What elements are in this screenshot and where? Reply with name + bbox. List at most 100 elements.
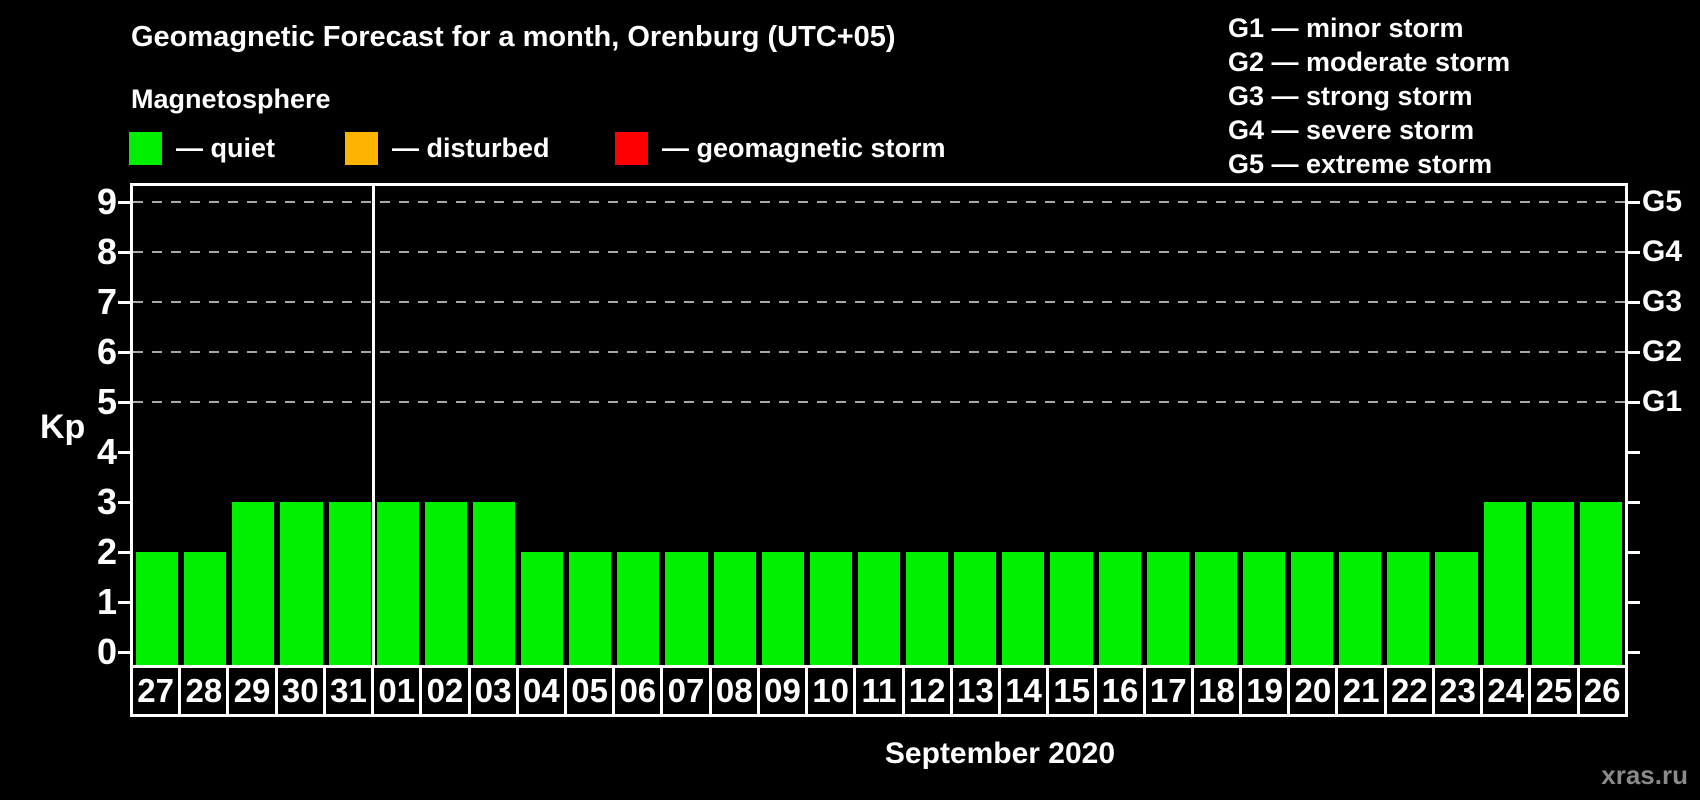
g-axis-label-g3: G3 xyxy=(1642,285,1683,318)
right-tick-8 xyxy=(1628,251,1640,254)
g-axis-label-g1: G1 xyxy=(1642,385,1683,418)
date-cell-24: 24 xyxy=(1480,665,1532,717)
y-tick-label-2: 2 xyxy=(96,531,117,572)
gridline-kp6 xyxy=(133,351,1625,353)
gridline-kp8 xyxy=(133,251,1625,253)
left-tick-1 xyxy=(118,601,130,604)
date-cell-02: 02 xyxy=(419,665,471,717)
date-cell-27: 27 xyxy=(130,665,182,717)
gridline-kp7 xyxy=(133,301,1625,303)
y-tick-label-5: 5 xyxy=(96,381,117,422)
g1-legend-line: G1 — minor storm xyxy=(1228,13,1464,43)
kp-bar-day-20 xyxy=(1291,552,1334,665)
left-tick-4 xyxy=(118,451,130,454)
gridline-kp9 xyxy=(133,201,1625,203)
right-tick-3 xyxy=(1628,501,1640,504)
date-cell-29: 29 xyxy=(226,665,278,717)
kp-bar-day-07 xyxy=(665,552,708,665)
g-axis-label-g2: G2 xyxy=(1642,335,1683,368)
date-cell-17: 17 xyxy=(1142,665,1194,717)
kp-bar-day-09 xyxy=(761,552,804,665)
kp-bar-day-14 xyxy=(1002,552,1045,665)
kp-bar-day-30 xyxy=(280,502,323,665)
date-cell-06: 06 xyxy=(612,665,664,717)
kp-bar-day-03 xyxy=(472,502,516,665)
date-cell-19: 19 xyxy=(1239,665,1291,717)
right-tick-1 xyxy=(1628,601,1640,604)
date-cell-03: 03 xyxy=(467,665,519,717)
date-cell-23: 23 xyxy=(1431,665,1484,717)
kp-bar-day-17 xyxy=(1146,552,1189,665)
g2-legend-line: G2 — moderate storm xyxy=(1228,47,1511,77)
date-cell-18: 18 xyxy=(1190,665,1243,717)
kp-bar-day-15 xyxy=(1050,552,1093,665)
legend-item-disturbed: — disturbed xyxy=(345,130,550,166)
g-axis-label-g4: G4 xyxy=(1642,235,1683,268)
kp-bar-day-04 xyxy=(521,552,564,665)
date-cell-15: 15 xyxy=(1046,665,1098,717)
date-cell-01: 01 xyxy=(371,665,423,717)
kp-bar-day-08 xyxy=(713,552,756,665)
date-cell-30: 30 xyxy=(274,665,326,717)
left-tick-2 xyxy=(118,551,130,554)
g-axis-label-g5: G5 xyxy=(1642,185,1683,218)
disturbed-color-swatch xyxy=(345,131,378,165)
left-tick-8 xyxy=(118,251,130,254)
date-cell-20: 20 xyxy=(1287,665,1339,717)
quiet-label: — quiet xyxy=(176,132,275,163)
kp-bar-day-10 xyxy=(809,552,852,665)
date-cell-21: 21 xyxy=(1335,665,1387,717)
date-cell-14: 14 xyxy=(997,665,1050,717)
left-tick-0 xyxy=(118,651,130,654)
kp-bar-day-21 xyxy=(1339,552,1382,665)
right-tick-2 xyxy=(1628,551,1640,554)
date-cell-22: 22 xyxy=(1383,665,1435,717)
y-tick-label-9: 9 xyxy=(96,181,117,222)
date-axis: 27 28 29 30 31 01 02 03 04 05 06 07 08 09 10 11 12 13 14 15… xyxy=(130,665,1628,717)
kp-bar-day-16 xyxy=(1098,552,1141,665)
y-axis-title: Kp xyxy=(40,408,86,446)
y-tick-label-6: 6 xyxy=(96,331,117,372)
kp-bar-day-29 xyxy=(232,502,275,665)
kp-bar-day-25 xyxy=(1531,502,1574,665)
date-cell-26: 26 xyxy=(1576,665,1628,717)
date-cell-25: 25 xyxy=(1528,665,1580,717)
date-cell-08: 08 xyxy=(708,665,760,717)
date-cell-07: 07 xyxy=(660,665,712,717)
g-scale-legend: G1 — minor storm G2 — moderate storm G3 … xyxy=(1228,11,1510,181)
kp-bar-day-31 xyxy=(328,502,371,665)
right-tick-4 xyxy=(1628,451,1640,454)
plot-area xyxy=(130,183,1628,668)
kp-bar-day-01 xyxy=(376,502,419,665)
storm-color-swatch xyxy=(615,131,648,165)
chart-title: Geomagnetic Forecast for a month, Orenbu… xyxy=(131,21,896,53)
left-tick-6 xyxy=(118,351,130,354)
watermark: xras.ru xyxy=(1601,760,1688,790)
date-cell-10: 10 xyxy=(805,665,857,717)
g4-legend-line: G4 — severe storm xyxy=(1228,115,1475,145)
g3-legend-line: G3 — strong storm xyxy=(1228,81,1473,111)
kp-bar-day-05 xyxy=(569,552,612,665)
y-tick-label-8: 8 xyxy=(96,231,117,272)
kp-bar-day-19 xyxy=(1242,552,1286,665)
kp-bar-day-13 xyxy=(954,552,997,665)
right-tick-6 xyxy=(1628,351,1640,354)
kp-bar-day-27 xyxy=(136,552,179,665)
kp-bar-day-18 xyxy=(1194,552,1237,665)
kp-bar-day-23 xyxy=(1435,552,1478,665)
kp-bar-day-02 xyxy=(424,502,467,665)
g5-legend-line: G5 — extreme storm xyxy=(1228,149,1493,179)
kp-bar-day-12 xyxy=(906,552,949,665)
date-cell-13: 13 xyxy=(949,665,1001,717)
legend-item-quiet: — quiet xyxy=(129,130,275,166)
date-cell-31: 31 xyxy=(322,665,375,717)
y-tick-label-0: 0 xyxy=(96,631,117,672)
magnetosphere-label: Magnetosphere xyxy=(131,84,331,114)
date-cell-16: 16 xyxy=(1094,665,1146,717)
quiet-color-swatch xyxy=(129,131,162,165)
date-cell-09: 09 xyxy=(756,665,809,717)
left-tick-5 xyxy=(118,401,130,404)
storm-label: — geomagnetic storm xyxy=(662,132,946,163)
month-label: September 2020 xyxy=(884,737,1116,770)
